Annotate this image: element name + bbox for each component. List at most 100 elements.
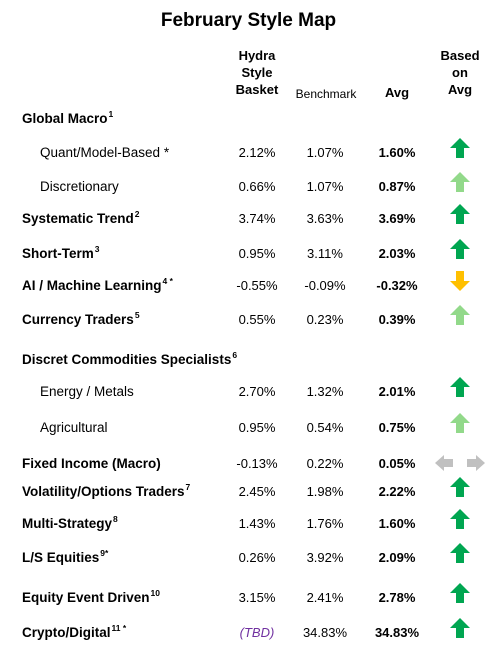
footnote-marker: 4 * xyxy=(162,276,173,286)
table-row: Discretionary 0.66% 1.07% 0.87% xyxy=(0,172,497,203)
row-label: Volatility/Options Traders7 xyxy=(22,482,191,499)
footnote-marker: 9* xyxy=(100,548,109,558)
up-arrow-icon xyxy=(449,476,471,503)
cell-hydra: 2.12% xyxy=(238,145,276,160)
cell-hydra: (TBD) xyxy=(239,625,275,640)
column-header-hydra-line: Basket xyxy=(235,82,279,97)
up-arrow-icon xyxy=(449,376,471,403)
cell-hydra: 3.74% xyxy=(238,211,276,226)
table-row: Short-Term3 0.95% 3.11% 2.03% xyxy=(0,239,497,270)
up-arrow-icon xyxy=(449,542,471,569)
table-row: Equity Event Driven10 3.15% 2.41% 2.78% xyxy=(0,583,497,614)
footnote-marker: 10 xyxy=(150,588,161,598)
sideways-arrow-icon xyxy=(435,454,485,477)
column-header-benchmark: Benchmark xyxy=(295,87,357,101)
footnote-marker: 2 xyxy=(134,209,140,219)
down-arrow-icon xyxy=(449,270,471,297)
table-row: Fixed Income (Macro) -0.13% 0.22% 0.05% xyxy=(0,454,497,480)
table-row: Crypto/Digital11 * (TBD) 34.83% 34.83% xyxy=(0,618,497,649)
cell-avg: -0.32% xyxy=(376,278,418,293)
cell-benchmark: 1.32% xyxy=(306,384,344,399)
cell-benchmark: 0.22% xyxy=(306,456,344,471)
up-arrow-icon xyxy=(449,412,471,439)
footnote-marker: 8 xyxy=(113,514,118,524)
table-row: Multi-Strategy8 1.43% 1.76% 1.60% xyxy=(0,509,497,540)
cell-hydra: 3.15% xyxy=(238,590,276,605)
column-header-based-line: Avg xyxy=(447,82,473,97)
row-label: Systematic Trend2 xyxy=(22,209,140,226)
footnote-marker: 3 xyxy=(94,244,100,254)
up-arrow-icon xyxy=(449,171,471,198)
cell-hydra: 2.45% xyxy=(238,484,276,499)
column-header-hydra: Hydra Style Basket xyxy=(222,47,292,98)
row-label-text: Short-Term xyxy=(22,246,94,261)
cell-benchmark: 1.07% xyxy=(306,179,344,194)
up-arrow-icon xyxy=(449,508,471,535)
up-arrow-icon xyxy=(449,137,471,164)
row-label: AI / Machine Learning4 * xyxy=(22,276,173,293)
cell-hydra: 0.55% xyxy=(238,312,276,327)
table-row: Currency Traders5 0.55% 0.23% 0.39% xyxy=(0,305,497,336)
column-header-hydra-line: Hydra xyxy=(238,48,276,63)
cell-hydra: 0.66% xyxy=(238,179,276,194)
footnote-marker: 6 xyxy=(232,350,238,360)
footnote-marker: 11 * xyxy=(111,623,127,633)
cell-avg: 0.39% xyxy=(378,312,416,327)
table-row: Global Macro1 xyxy=(0,109,497,135)
cell-avg: 2.09% xyxy=(378,550,416,565)
column-header-hydra-line: Style xyxy=(241,65,273,80)
row-label-text: Multi-Strategy xyxy=(22,516,113,531)
row-label-text: AI / Machine Learning xyxy=(22,278,162,293)
cell-avg: 0.75% xyxy=(378,420,416,435)
table-row: Volatility/Options Traders7 2.45% 1.98% 2.2… xyxy=(0,477,497,508)
row-label: Fixed Income (Macro) xyxy=(22,456,161,471)
cell-avg: 0.05% xyxy=(378,456,416,471)
page-title: February Style Map xyxy=(160,10,337,31)
row-label-text: Agricultural xyxy=(40,420,108,435)
cell-hydra: -0.13% xyxy=(236,456,278,471)
row-label-text: Quant/Model-Based * xyxy=(40,145,170,160)
row-label: L/S Equities9* xyxy=(22,548,109,565)
row-label: Equity Event Driven10 xyxy=(22,588,161,605)
cell-hydra: 1.43% xyxy=(238,516,276,531)
row-label: Multi-Strategy8 xyxy=(22,514,118,531)
row-label-text: L/S Equities xyxy=(22,550,100,565)
cell-hydra: 0.26% xyxy=(238,550,276,565)
table-row: L/S Equities9* 0.26% 3.92% 2.09% xyxy=(0,543,497,574)
footnote-marker: 7 xyxy=(185,482,191,492)
cell-hydra: 2.70% xyxy=(238,384,276,399)
column-header-based-line: Based xyxy=(440,48,480,63)
row-label-text: Currency Traders xyxy=(22,312,134,327)
cell-benchmark: 0.23% xyxy=(306,312,344,327)
up-arrow-icon xyxy=(449,617,471,644)
row-label: Energy / Metals xyxy=(40,384,134,399)
row-label-text: Equity Event Driven xyxy=(22,590,150,605)
row-label: Crypto/Digital11 * xyxy=(22,623,127,640)
row-label-text: Crypto/Digital xyxy=(22,625,111,640)
cell-benchmark: 0.54% xyxy=(306,420,344,435)
row-label-text: Fixed Income (Macro) xyxy=(22,456,161,471)
cell-avg: 2.22% xyxy=(378,484,416,499)
row-label: Quant/Model-Based * xyxy=(40,145,169,160)
row-label-text: Discret Commodities Specialists xyxy=(22,352,232,367)
cell-benchmark: -0.09% xyxy=(304,278,346,293)
table-row: Discret Commodities Specialists6 xyxy=(0,350,497,376)
row-label: Agricultural xyxy=(40,420,108,435)
cell-benchmark: 1.98% xyxy=(306,484,344,499)
table-row: Quant/Model-Based * 2.12% 1.07% 1.60% xyxy=(0,138,497,169)
cell-avg: 2.03% xyxy=(378,246,416,261)
footnote-marker: 1 xyxy=(108,109,114,119)
cell-hydra: 0.95% xyxy=(238,246,276,261)
cell-benchmark: 3.92% xyxy=(306,550,344,565)
cell-avg: 0.87% xyxy=(378,179,416,194)
table-row: Systematic Trend2 3.74% 3.63% 3.69% xyxy=(0,204,497,235)
cell-avg: 34.83% xyxy=(374,625,420,640)
cell-benchmark: 3.11% xyxy=(307,246,343,261)
row-label-text: Discretionary xyxy=(40,179,119,194)
up-arrow-icon xyxy=(449,203,471,230)
column-header-based-line: on xyxy=(452,65,468,80)
footnote-marker: 5 xyxy=(134,310,140,320)
row-label: Global Macro1 xyxy=(22,109,114,126)
up-arrow-icon xyxy=(449,582,471,609)
cell-benchmark: 3.63% xyxy=(306,211,344,226)
